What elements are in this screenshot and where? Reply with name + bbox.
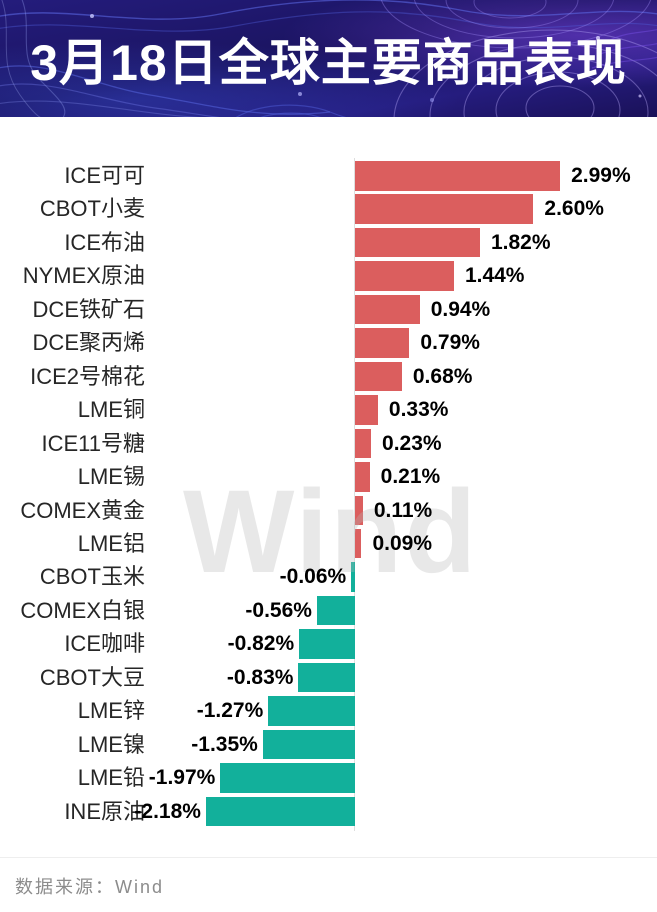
bar-negative: [205, 796, 356, 827]
zero-axis-line: [354, 158, 356, 831]
bar-negative: [351, 562, 356, 592]
bar-positive: [355, 428, 372, 459]
header-banner: 3月18日全球主要商品表现: [0, 0, 657, 117]
category-label: CBOT大豆: [39, 664, 145, 690]
value-label: -0.06%: [279, 565, 347, 589]
value-label: -0.56%: [245, 598, 312, 622]
category-label: COMEX白银: [20, 597, 145, 623]
value-label: 0.33%: [388, 398, 449, 422]
bar-positive: [355, 161, 561, 191]
bar-negative: [299, 629, 356, 659]
value-label: -0.83%: [226, 665, 294, 689]
category-label: LME铜: [77, 397, 145, 423]
category-label: CBOT玉米: [39, 564, 145, 590]
category-label: COMEX黄金: [20, 497, 145, 523]
bar-positive: [355, 328, 410, 358]
bar-negative: [298, 662, 356, 693]
bar-negative: [316, 595, 356, 626]
value-label: -1.27%: [196, 699, 264, 723]
footer-divider: [0, 857, 657, 858]
value-label: 0.09%: [372, 531, 432, 555]
category-label: LME铅: [77, 765, 145, 791]
category-label: LME镍: [77, 731, 145, 757]
page-title: 3月18日全球主要商品表现: [30, 34, 627, 91]
value-label: -1.97%: [148, 766, 216, 790]
bar-positive: [355, 528, 362, 559]
value-label: 0.11%: [373, 498, 433, 522]
topographic-waves-graphic: [0, 0, 657, 117]
value-label: 0.94%: [430, 297, 491, 321]
bar-negative: [262, 729, 356, 760]
value-label: -1.35%: [191, 732, 258, 756]
category-label: LME锡: [77, 464, 145, 490]
bar-positive: [355, 294, 420, 325]
category-label: LME锌: [77, 698, 145, 724]
bar-positive: [355, 462, 370, 492]
category-label: NYMEX原油: [22, 263, 145, 289]
value-label: 1.82%: [490, 230, 551, 254]
bar-positive: [355, 194, 534, 224]
category-label: DCE聚丙烯: [32, 330, 145, 356]
value-label: 0.23%: [382, 431, 442, 455]
category-label: ICE可可: [64, 163, 145, 188]
value-label: 2.99%: [571, 164, 631, 187]
category-label: ICE2号棉花: [30, 363, 145, 389]
bar-positive: [355, 395, 378, 425]
bar-positive: [355, 495, 363, 525]
commodity-bar-chart: Wind ICE可可 2.99% CBOT小麦 2.60% ICE布油 1.82% NYME…: [0, 117, 657, 857]
category-label: LME铝: [77, 530, 145, 556]
category-label: INE原油: [64, 798, 145, 824]
category-label: ICE布油: [64, 229, 145, 255]
category-label: ICE11号糖: [41, 430, 145, 456]
value-label: -2.18%: [134, 799, 201, 823]
category-label: CBOT小麦: [39, 196, 145, 222]
value-label: 0.21%: [380, 465, 441, 489]
bar-positive: [355, 227, 480, 258]
bar-negative: [220, 763, 356, 793]
category-label: DCE铁矿石: [32, 296, 145, 322]
category-label: ICE咖啡: [64, 631, 145, 657]
value-label: 0.68%: [412, 364, 473, 388]
value-label: 1.44%: [464, 264, 525, 288]
bar-negative: [268, 696, 356, 726]
value-label: 2.60%: [544, 197, 604, 221]
data-source-label: 数据来源：Wind: [15, 877, 165, 897]
value-label: -0.82%: [227, 632, 295, 656]
bar-positive: [355, 361, 402, 392]
value-label: 0.79%: [420, 331, 480, 355]
bar-positive: [355, 261, 454, 291]
